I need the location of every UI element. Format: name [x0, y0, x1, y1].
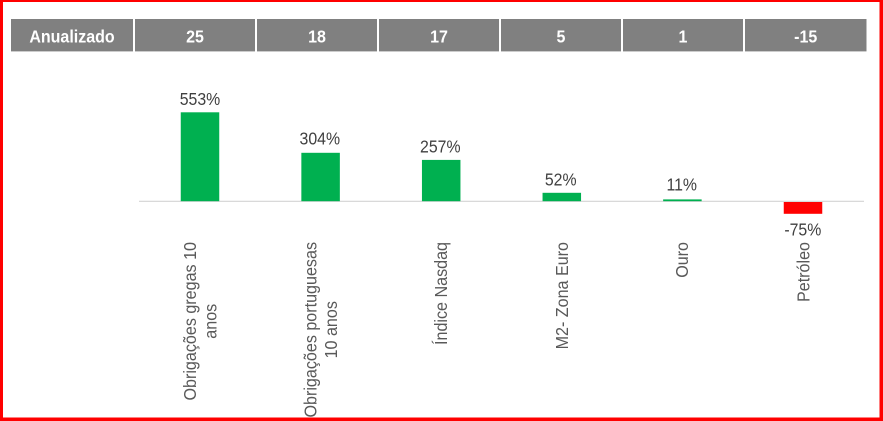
svg-text:-75%: -75% — [784, 220, 821, 240]
svg-text:Obrigações gregas 10: Obrigações gregas 10 — [180, 242, 200, 400]
svg-text:11%: 11% — [666, 175, 697, 195]
svg-text:257%: 257% — [420, 136, 460, 156]
svg-text:1: 1 — [679, 27, 688, 47]
svg-text:-15: -15 — [794, 27, 817, 47]
svg-text:anos: anos — [201, 304, 221, 339]
svg-text:52%: 52% — [545, 170, 577, 190]
svg-text:553%: 553% — [180, 89, 220, 109]
svg-text:304%: 304% — [300, 128, 340, 148]
svg-text:M2- Zona Euro: M2- Zona Euro — [552, 242, 572, 349]
svg-text:18: 18 — [308, 27, 326, 47]
svg-text:17: 17 — [430, 27, 448, 47]
svg-text:10 anos: 10 anos — [321, 301, 341, 358]
svg-text:Petróleo: Petróleo — [793, 242, 813, 302]
svg-text:Índice Nasdaq: Índice Nasdaq — [431, 242, 451, 345]
svg-text:Anualizado: Anualizado — [29, 27, 114, 47]
svg-text:Obrigações portuguesas: Obrigações portuguesas — [301, 242, 321, 417]
svg-text:25: 25 — [186, 27, 204, 47]
svg-text:Ouro: Ouro — [672, 242, 692, 278]
svg-text:5: 5 — [557, 27, 566, 47]
